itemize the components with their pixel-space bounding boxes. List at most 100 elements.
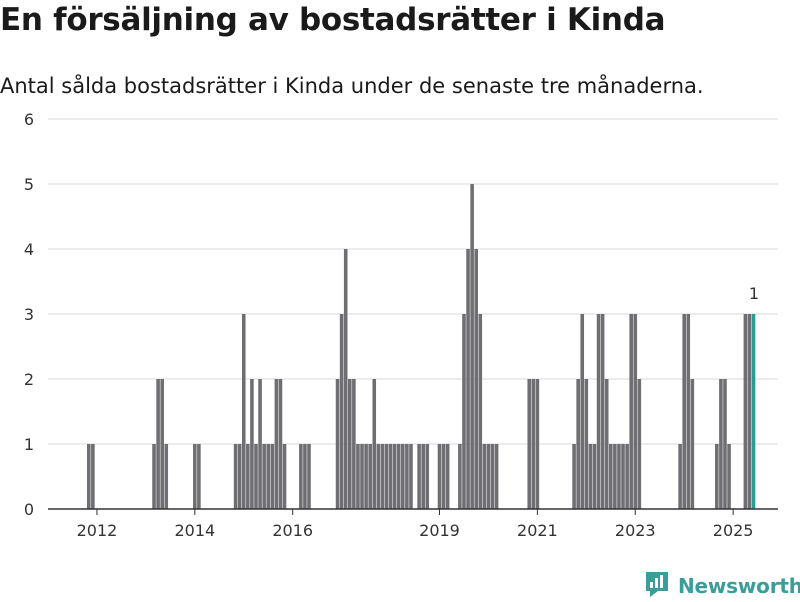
bar bbox=[425, 444, 430, 509]
bar bbox=[164, 444, 169, 509]
bar bbox=[490, 444, 495, 509]
x-axis-tick-labels: 2012 2014 2016 2019 2021 2023 2025 bbox=[77, 521, 754, 540]
bar bbox=[356, 444, 360, 509]
bar bbox=[437, 444, 442, 509]
bar-chart-speech-icon bbox=[644, 570, 670, 602]
bar bbox=[678, 444, 682, 509]
y-tick-label: 5 bbox=[24, 175, 34, 194]
bar bbox=[282, 444, 287, 509]
bar bbox=[535, 379, 540, 509]
bar bbox=[160, 379, 164, 509]
bar bbox=[278, 379, 283, 509]
brand-name: Newsworthy bbox=[678, 574, 800, 598]
bar bbox=[462, 314, 466, 509]
bar bbox=[441, 444, 446, 509]
bar bbox=[580, 314, 585, 509]
chart-title: En försäljning av bostadsrätter i Kinda bbox=[0, 2, 666, 38]
bar bbox=[274, 379, 279, 509]
bar bbox=[266, 444, 271, 509]
y-tick-label: 0 bbox=[24, 500, 34, 519]
bars bbox=[86, 184, 756, 509]
bar bbox=[682, 314, 686, 509]
bar bbox=[360, 444, 364, 509]
x-tick-label: 2023 bbox=[615, 521, 656, 540]
bar bbox=[335, 379, 340, 509]
x-tick-label: 2016 bbox=[272, 521, 313, 540]
bar bbox=[478, 314, 483, 509]
x-tick-label: 2019 bbox=[419, 521, 460, 540]
bar bbox=[609, 444, 613, 509]
gridlines bbox=[48, 118, 778, 445]
last-value-label: 1 bbox=[749, 284, 759, 303]
y-tick-label: 2 bbox=[24, 370, 34, 389]
bar bbox=[527, 379, 532, 509]
bar bbox=[633, 314, 638, 509]
bar bbox=[401, 444, 405, 509]
bar bbox=[343, 249, 348, 509]
bar bbox=[364, 444, 368, 509]
annotations: 1 bbox=[749, 284, 759, 303]
bar bbox=[604, 379, 609, 509]
bar bbox=[396, 444, 401, 509]
bar bbox=[576, 379, 580, 509]
bar bbox=[237, 444, 242, 509]
bar bbox=[421, 444, 425, 509]
bar bbox=[193, 444, 197, 509]
bar bbox=[482, 444, 487, 509]
bar bbox=[727, 444, 731, 509]
y-axis-tick-labels: 0 1 2 3 4 5 6 bbox=[24, 110, 34, 519]
bar bbox=[743, 314, 748, 509]
bar bbox=[486, 444, 491, 509]
bar bbox=[625, 444, 629, 509]
x-axis bbox=[48, 508, 778, 515]
bar bbox=[686, 314, 691, 509]
bar bbox=[445, 444, 450, 509]
bar bbox=[392, 444, 397, 509]
bar bbox=[246, 444, 250, 509]
bar bbox=[352, 379, 356, 509]
y-tick-label: 3 bbox=[24, 305, 34, 324]
bar bbox=[347, 379, 352, 509]
bar bbox=[254, 444, 258, 509]
x-tick-label: 2021 bbox=[517, 521, 558, 540]
bar bbox=[368, 444, 372, 509]
bar bbox=[384, 444, 389, 509]
bar bbox=[715, 444, 719, 509]
bar bbox=[262, 444, 266, 509]
bar bbox=[572, 444, 576, 509]
bar bbox=[405, 444, 409, 509]
y-tick-label: 4 bbox=[24, 240, 34, 259]
x-tick-label: 2012 bbox=[77, 521, 118, 540]
bar bbox=[91, 444, 95, 509]
bar bbox=[258, 379, 262, 509]
bar bbox=[339, 314, 344, 509]
bar bbox=[417, 444, 421, 509]
bar bbox=[629, 314, 633, 509]
newsworthy-logo: Newsworthy bbox=[644, 570, 800, 602]
bar-chart: 0 1 2 3 4 5 6 2012 2014 2016 2019 2021 2023 2025 1 bbox=[24, 110, 778, 540]
bar bbox=[600, 314, 605, 509]
bar bbox=[380, 444, 385, 509]
bar bbox=[86, 444, 91, 509]
bar bbox=[233, 444, 238, 509]
bar bbox=[588, 444, 593, 509]
bar bbox=[617, 444, 621, 509]
y-tick-label: 1 bbox=[24, 435, 34, 454]
bar bbox=[723, 379, 727, 509]
bar bbox=[690, 379, 695, 509]
bar bbox=[751, 314, 756, 509]
bar bbox=[719, 379, 723, 509]
bar bbox=[372, 379, 377, 509]
x-tick-label: 2014 bbox=[174, 521, 215, 540]
bar bbox=[270, 444, 275, 509]
bar bbox=[307, 444, 311, 509]
bar bbox=[470, 184, 474, 509]
bar bbox=[250, 379, 254, 509]
chart-subtitle: Antal sålda bostadsrätter i Kinda under … bbox=[0, 74, 704, 98]
bar bbox=[303, 444, 307, 509]
bar bbox=[241, 314, 246, 509]
bar bbox=[637, 379, 642, 509]
bar bbox=[494, 444, 499, 509]
y-tick-label: 6 bbox=[24, 110, 34, 129]
bar bbox=[388, 444, 393, 509]
